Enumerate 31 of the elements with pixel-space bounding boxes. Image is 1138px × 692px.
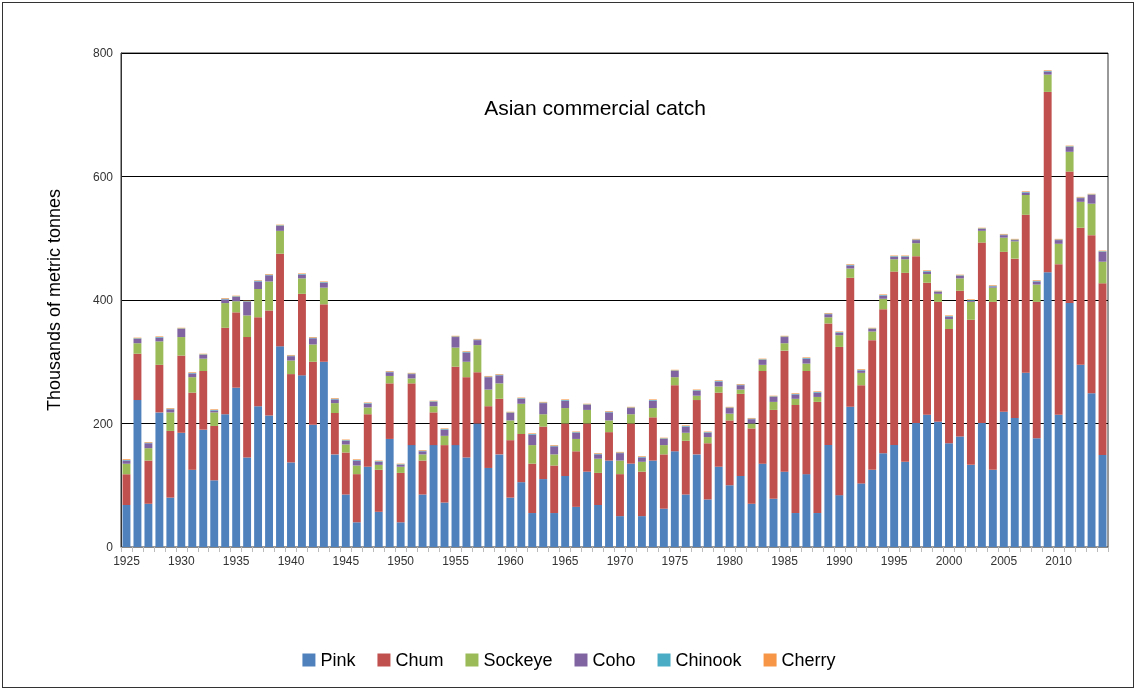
- x-tick-label: 1970: [606, 554, 634, 568]
- x-tick-label: 1985: [771, 554, 799, 568]
- x-tick-label: 2010: [1045, 554, 1073, 568]
- x-tick-label: 2000: [935, 554, 963, 568]
- x-tick-label: 1980: [716, 554, 744, 568]
- x-tick-label: 1960: [496, 554, 524, 568]
- x-tick-label: 1940: [277, 554, 305, 568]
- legend-label: Pink: [320, 650, 357, 670]
- legend-label: Cherry: [781, 650, 836, 670]
- x-tick-label: 1950: [387, 554, 415, 568]
- y-axis-title: Thousands of metric tonnes: [44, 188, 64, 412]
- x-tick-label: 1990: [825, 554, 853, 568]
- y-tick-label: 800: [92, 46, 114, 60]
- y-tick-label: 400: [92, 293, 114, 307]
- x-tick-label: 1955: [442, 554, 470, 568]
- x-tick-label: 1935: [222, 554, 250, 568]
- legend-label: Sockeye: [483, 650, 553, 670]
- y-tick-label: 200: [92, 416, 114, 431]
- x-tick-label: 1965: [551, 554, 579, 568]
- legend-label: Chinook: [675, 650, 743, 670]
- x-tick-label: 1995: [880, 554, 908, 568]
- x-tick-label: 1945: [332, 554, 360, 568]
- y-tick-label: 0: [106, 540, 114, 554]
- y-tick-label: 600: [92, 169, 114, 184]
- x-tick-label: 1925: [113, 554, 141, 568]
- legend-label: Chum: [395, 650, 444, 670]
- legend-label: Coho: [592, 650, 636, 670]
- x-tick-label: 1930: [167, 554, 195, 568]
- text: Asian commercial catch: [484, 96, 706, 119]
- x-tick-label: 2005: [990, 554, 1018, 568]
- x-tick-label: 1975: [661, 554, 689, 568]
